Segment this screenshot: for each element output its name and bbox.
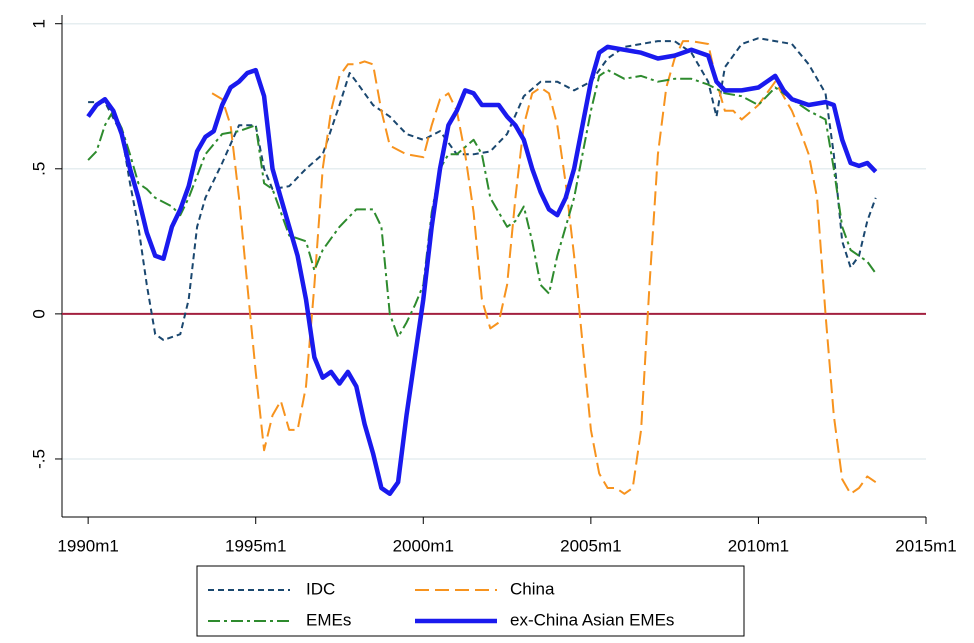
x-tick-label: 1995m1 [225, 536, 286, 555]
y-tick-label: 1 [29, 19, 48, 28]
legend-label: EMEs [306, 610, 351, 629]
x-tick-label: 1990m1 [57, 536, 118, 555]
x-tick-label: 2015m1 [895, 536, 956, 555]
y-tick-label: -.5 [29, 449, 48, 469]
legend-label: China [510, 579, 555, 598]
legend-box [196, 565, 745, 637]
y-tick-label: 0 [29, 309, 48, 318]
series-line [87, 69, 877, 339]
x-tick-label: 2010m1 [728, 536, 789, 555]
y-tick-label: .5 [29, 162, 48, 176]
series-line [86, 44, 878, 497]
series-line [211, 40, 877, 495]
x-tick-label: 2000m1 [393, 536, 454, 555]
x-tick-label: 2005m1 [560, 536, 621, 555]
legend-label: IDC [306, 579, 335, 598]
legend-label: ex-China Asian EMEs [510, 610, 674, 629]
